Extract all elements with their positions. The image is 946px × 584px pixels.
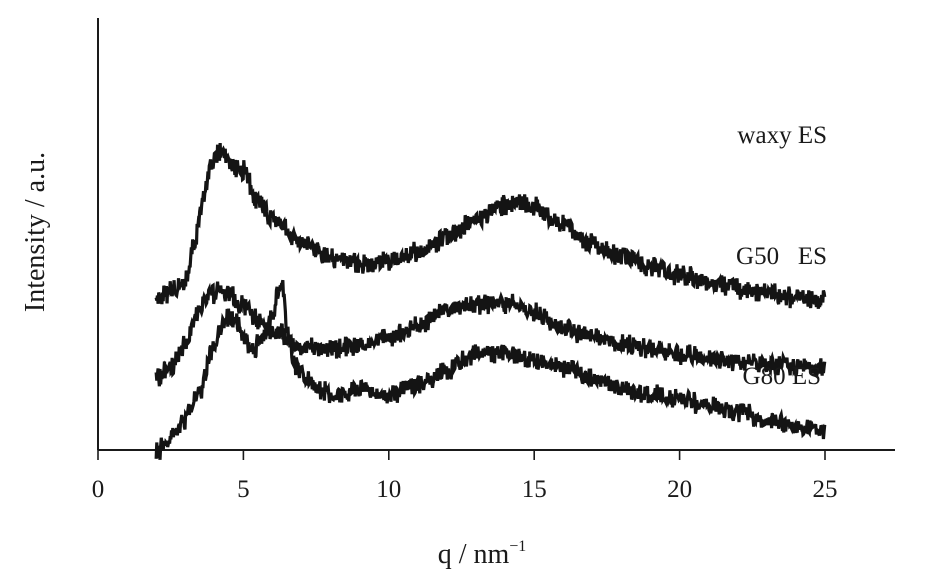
x-ticks-layer: 0 5 10 15 20 25 bbox=[92, 450, 838, 503]
series-label-2: G50 ES bbox=[736, 243, 827, 270]
series-label-3: G80 ES bbox=[743, 363, 821, 390]
x-tick-label: 25 bbox=[813, 476, 838, 503]
x-tick-label: 20 bbox=[667, 476, 692, 503]
series-label-1: waxy ES bbox=[737, 122, 827, 149]
axes-layer bbox=[97, 18, 895, 451]
x-axis-title-superscript: −1 bbox=[509, 538, 526, 555]
x-tick-label: 15 bbox=[522, 476, 547, 503]
x-axis-title: q / nm−1 bbox=[438, 538, 527, 570]
series-labels-layer: waxy ES G50 ES G80 ES bbox=[736, 122, 827, 390]
series-line-1 bbox=[154, 142, 827, 309]
series-layer bbox=[154, 142, 827, 460]
series-line-3 bbox=[154, 279, 827, 460]
x-axis-title-text: q / nm bbox=[438, 539, 510, 570]
x-tick-label: 0 bbox=[92, 476, 105, 503]
x-tick-label: 10 bbox=[376, 476, 401, 503]
x-tick-label: 5 bbox=[237, 476, 250, 503]
series-line-2 bbox=[154, 281, 827, 387]
y-axis-title: Intensity / a.u. bbox=[20, 152, 51, 312]
